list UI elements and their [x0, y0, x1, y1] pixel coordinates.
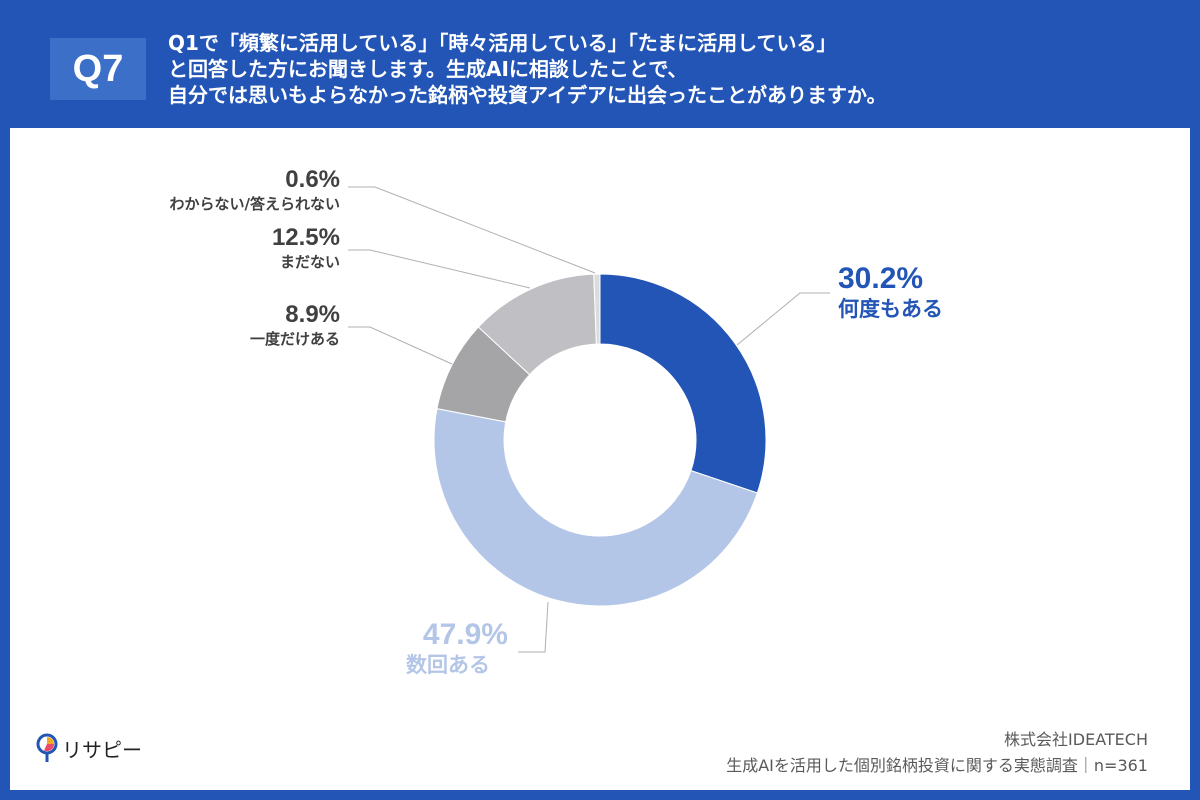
slice-4-percent: 0.6%	[285, 166, 340, 193]
leader-line-3	[348, 249, 531, 289]
header: Q7 Q1で「頻繁に活用している」「時々活用している」「たまに活用している」 と…	[0, 0, 1200, 128]
leader-line-0	[736, 292, 830, 346]
logo-text: リサピー	[62, 737, 142, 762]
label-slice-0: 30.2% 何度もある	[760, 262, 943, 322]
slice-3-name: まだない	[279, 253, 340, 271]
leader-line-2	[348, 326, 453, 365]
chart-panel	[10, 128, 1190, 790]
slice-1-percent: 47.9%	[422, 618, 508, 651]
footer: 株式会社IDEATECH 生成AIを活用した個別銘柄投資に関する実態調査｜n=3…	[726, 727, 1148, 779]
label-slice-4: 0.6% わからない/答えられない	[60, 166, 340, 214]
leader-line-1	[518, 601, 549, 653]
label-slice-1: 47.9% 数回ある	[380, 618, 508, 678]
slice-1-name: 数回ある	[406, 653, 490, 677]
slice-0-name: 何度もある	[838, 297, 943, 321]
question-badge: Q7	[50, 38, 146, 100]
donut-slice-0	[599, 273, 767, 494]
donut-slice-4	[593, 273, 601, 345]
risapi-logo: リサピー	[36, 733, 142, 763]
survey-title: 生成AIを活用した個別銘柄投資に関する実態調査｜n=361	[726, 756, 1148, 775]
company-name: 株式会社IDEATECH	[1004, 730, 1148, 749]
slice-4-name: わからない/答えられない	[169, 195, 340, 213]
location-pin-icon	[36, 733, 58, 762]
question-text: Q1で「頻繁に活用している」「時々活用している」「たまに活用している」 と回答し…	[168, 31, 887, 107]
slice-0-percent: 30.2%	[838, 262, 924, 295]
slice-3-percent: 12.5%	[271, 224, 340, 251]
slice-2-name: 一度だけある	[249, 330, 340, 348]
donut-slice-1	[433, 408, 758, 607]
label-slice-3: 12.5% まだない	[100, 224, 340, 272]
slice-2-percent: 8.9%	[285, 301, 340, 328]
label-slice-2: 8.9% 一度だけある	[100, 301, 340, 349]
leader-line-4	[348, 186, 596, 274]
